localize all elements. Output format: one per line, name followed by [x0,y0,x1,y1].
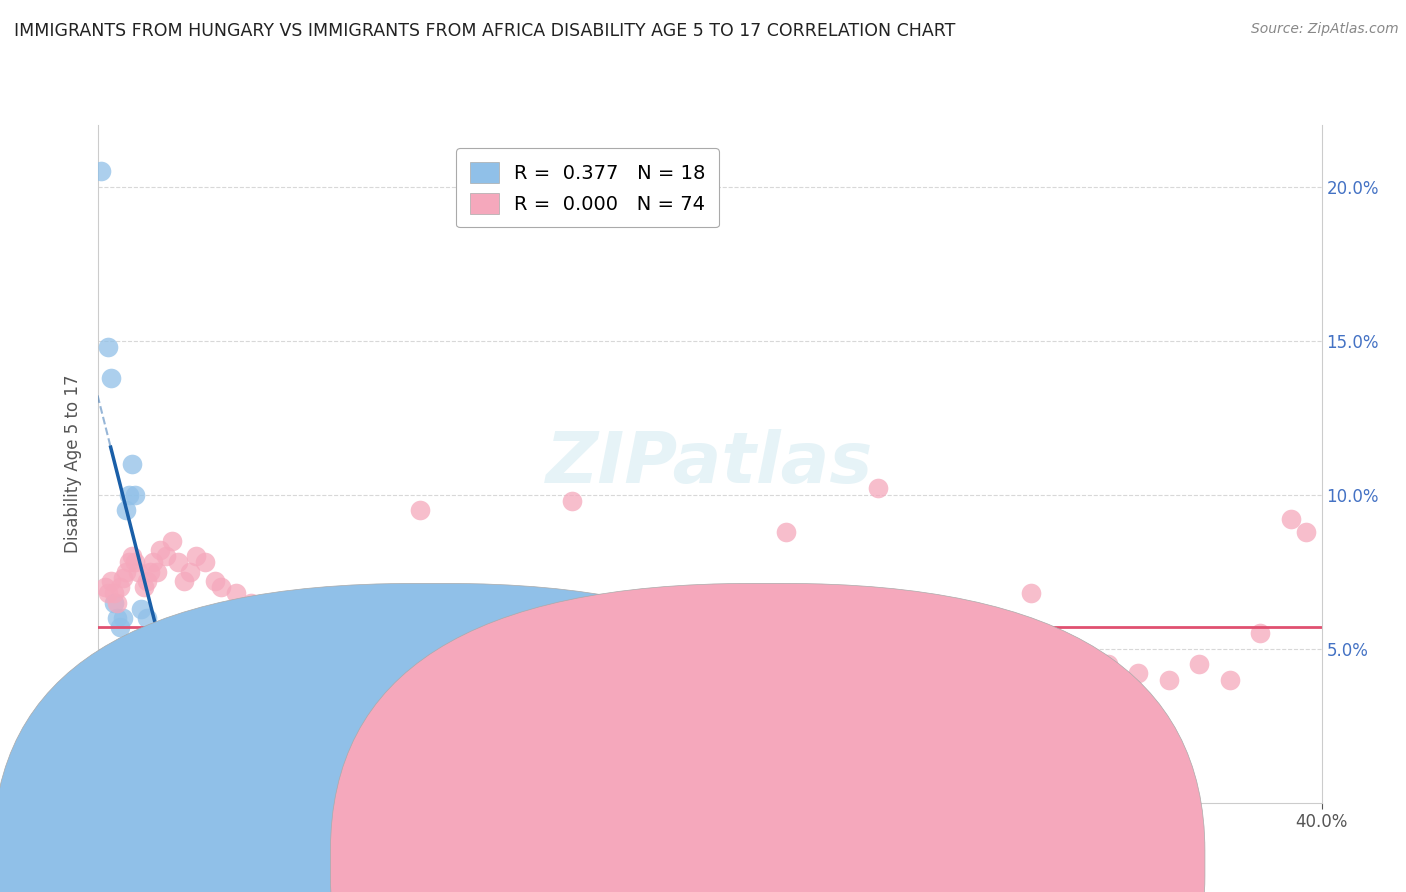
Point [759,709,782,723]
Point [225,586,247,600]
Point [256,611,278,625]
Point [454,703,477,717]
Point [121,549,143,564]
Point [108,620,131,634]
Point [1279,512,1302,526]
Point [821,688,844,702]
Point [134,580,156,594]
Point [179,565,201,579]
Point [730,703,752,717]
Point [105,595,128,609]
Point [149,635,172,649]
Point [516,719,538,733]
Point [136,574,159,588]
Point [103,595,125,609]
Point [186,549,208,564]
Point [423,679,446,693]
Point [108,580,131,594]
Point [883,679,905,693]
Point [167,556,190,570]
Point [1188,657,1211,672]
Point [378,648,401,662]
Point [160,533,183,548]
Point [668,728,690,742]
Text: Source: ZipAtlas.com: Source: ZipAtlas.com [1251,22,1399,37]
Point [121,457,143,471]
Point [209,580,232,594]
Point [561,493,583,508]
Text: Immigrants from Africa: Immigrants from Africa [794,856,972,871]
Point [637,740,661,755]
Point [623,657,645,672]
Point [392,673,416,687]
Point [160,648,183,662]
Point [363,657,385,672]
Point [100,574,122,588]
Point [204,574,226,588]
Point [97,340,120,354]
Point [270,626,292,640]
Point [868,482,890,496]
Point [105,611,128,625]
Point [1219,673,1241,687]
Point [943,666,966,681]
Point [97,586,120,600]
Point [699,719,721,733]
Point [607,749,630,764]
Point [90,164,112,178]
Point [316,657,339,672]
Point [149,543,172,558]
Point [912,673,935,687]
Point [155,549,177,564]
Point [408,503,430,517]
Point [485,709,508,723]
Y-axis label: Disability Age 5 to 17: Disability Age 5 to 17 [65,375,83,553]
Point [1019,586,1042,600]
Point [576,740,599,755]
Text: Immigrants from Hungary: Immigrants from Hungary [457,856,655,871]
Point [1066,648,1088,662]
Point [118,488,141,502]
Point [332,666,354,681]
Point [103,586,125,600]
Point [127,565,149,579]
Point [139,565,162,579]
Point [142,556,165,570]
Point [100,370,122,384]
Point [194,556,217,570]
Point [93,580,115,594]
Point [240,595,263,609]
Point [115,565,138,579]
Point [115,503,138,517]
Point [1295,524,1317,539]
Point [775,524,797,539]
Point [1035,641,1057,656]
Point [145,565,167,579]
Point [155,641,177,656]
Point [546,734,568,748]
Point [1097,657,1119,672]
Point [974,657,997,672]
Point [852,697,875,711]
Point [347,673,370,687]
Point [124,556,146,570]
Text: ZIPatlas: ZIPatlas [547,429,873,499]
Point [173,574,195,588]
Point [167,654,190,668]
Point [111,571,134,585]
Point [301,648,323,662]
Point [1004,648,1026,662]
Point [111,611,134,625]
Legend: R =  0.377   N = 18, R =  0.000   N = 74: R = 0.377 N = 18, R = 0.000 N = 74 [456,148,720,227]
Point [124,488,146,502]
Point [1128,666,1150,681]
Point [790,719,813,733]
Point [142,626,165,640]
Point [118,556,141,570]
Point [1157,673,1180,687]
Point [129,601,152,615]
Text: IMMIGRANTS FROM HUNGARY VS IMMIGRANTS FROM AFRICA DISABILITY AGE 5 TO 17 CORRELA: IMMIGRANTS FROM HUNGARY VS IMMIGRANTS FR… [14,22,956,40]
Point [1249,626,1271,640]
Point [136,611,159,625]
